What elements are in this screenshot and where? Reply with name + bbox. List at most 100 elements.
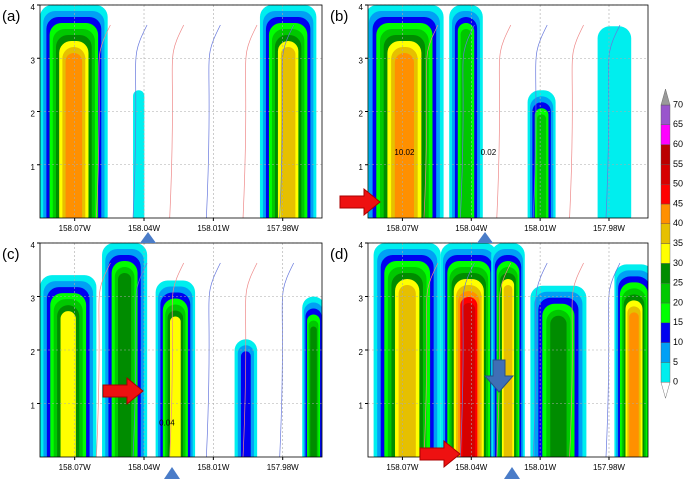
colorbar-label: 0 xyxy=(673,377,678,387)
blue-arrow xyxy=(483,359,515,393)
contour-line xyxy=(605,24,621,218)
panel-label: (c) xyxy=(2,246,20,263)
y-tick-label: 1 xyxy=(359,402,364,411)
x-tick-label: 158.04W xyxy=(455,224,487,233)
contour-line xyxy=(206,24,221,218)
colorbar-label: 60 xyxy=(673,139,683,149)
red-arrow xyxy=(102,376,144,406)
reflectivity-region xyxy=(629,312,639,457)
panel-label: (b) xyxy=(330,8,348,25)
colorbar-over xyxy=(660,88,671,106)
colorbar-label: 45 xyxy=(673,198,683,208)
contour-line xyxy=(496,24,512,218)
x-tick-label: 158.01W xyxy=(524,224,556,233)
colorbar-swatch xyxy=(660,223,671,244)
colorbar-swatch xyxy=(660,302,671,323)
reflectivity-region xyxy=(280,47,296,218)
contour-line xyxy=(279,262,295,457)
colorbar-label: 50 xyxy=(673,179,683,189)
x-tick-label: 158.07W xyxy=(59,224,91,233)
x-tick-label: 157.98W xyxy=(593,224,625,233)
y-tick-label: 1 xyxy=(31,402,36,411)
colorbar-swatch xyxy=(660,203,671,224)
reflectivity-region xyxy=(65,53,83,218)
colorbar-label: 25 xyxy=(673,278,683,288)
y-tick-label: 2 xyxy=(31,348,36,357)
panel: 1 2 3 4 158.07W 158.04W 158.01W 157.98W (d) xyxy=(330,241,649,472)
reflectivity-region xyxy=(240,351,251,457)
colorbar-label: 10 xyxy=(673,337,683,347)
colorbar-swatch xyxy=(660,124,671,145)
y-tick-label: 3 xyxy=(31,56,36,65)
panel-label: (d) xyxy=(330,246,348,263)
reflectivity-region xyxy=(310,326,317,457)
contour-line xyxy=(569,262,584,457)
location-marker xyxy=(140,232,156,243)
x-tick-label: 157.98W xyxy=(593,463,625,472)
x-tick-label: 158.07W xyxy=(386,463,418,472)
contour-label: 0.02 xyxy=(481,148,497,157)
contour-line xyxy=(242,262,258,457)
reflectivity-region xyxy=(503,285,513,457)
location-marker xyxy=(477,232,493,243)
reflectivity-region xyxy=(60,311,76,457)
x-tick-label: 157.98W xyxy=(267,224,299,233)
x-tick-label: 158.01W xyxy=(197,463,229,472)
panel: 1 2 3 4 158.07W 158.04W 158.01W 157.98W (b) 10.02… xyxy=(330,3,649,233)
y-tick-label: 1 xyxy=(359,163,364,172)
contour-line xyxy=(423,24,439,218)
colorbar-swatch xyxy=(660,263,671,284)
contour-label: 10.02 xyxy=(394,148,415,157)
y-tick-label: 3 xyxy=(359,295,364,304)
reflectivity-region xyxy=(118,273,132,457)
contour-line xyxy=(242,24,258,218)
reflectivity-region xyxy=(394,53,414,218)
x-tick-label: 157.98W xyxy=(267,463,299,472)
red-arrow xyxy=(419,439,461,469)
colorbar-label: 30 xyxy=(673,258,683,268)
colorbar-swatch xyxy=(660,104,671,125)
colorbar-swatch xyxy=(660,144,671,165)
y-tick-label: 4 xyxy=(359,241,364,250)
y-tick-label: 2 xyxy=(31,110,36,119)
contour-line xyxy=(169,24,185,218)
contour-line xyxy=(132,262,148,457)
reflectivity-region xyxy=(597,26,632,218)
colorbar-label: 65 xyxy=(673,119,683,129)
panel-label: (a) xyxy=(2,8,20,25)
contour-line xyxy=(96,24,111,218)
reflectivity-region xyxy=(398,285,416,457)
colorbar-swatch xyxy=(660,322,671,343)
reflectivity-region xyxy=(550,315,567,457)
colorbar-label: 20 xyxy=(673,297,683,307)
contour-line xyxy=(132,24,148,218)
contour-line xyxy=(423,262,439,457)
y-tick-label: 4 xyxy=(359,3,364,12)
reflectivity-region xyxy=(133,90,145,218)
contour-line xyxy=(532,24,548,218)
x-tick-label: 158.01W xyxy=(197,224,229,233)
colorbar-label: 55 xyxy=(673,159,683,169)
contour-line xyxy=(460,262,475,457)
panel: 1 2 3 4 158.07W 158.04W 158.01W 157.98W (c) 0.04 xyxy=(2,241,323,472)
annotation-arrows xyxy=(102,187,520,479)
colorbar-label: 70 xyxy=(673,99,683,109)
y-tick-label: 2 xyxy=(359,110,364,119)
y-tick-label: 4 xyxy=(31,241,36,250)
reflectivity-region xyxy=(460,29,472,218)
contour-line xyxy=(532,262,548,457)
y-tick-label: 4 xyxy=(31,3,36,12)
colorbar-label: 35 xyxy=(673,238,683,248)
contour-line xyxy=(96,262,111,457)
contour-line xyxy=(460,24,475,218)
colorbar-swatch xyxy=(660,164,671,185)
contour-line xyxy=(569,24,584,218)
reflectivity-region xyxy=(462,303,476,457)
x-tick-label: 158.04W xyxy=(128,224,160,233)
reflectivity-region xyxy=(537,114,547,218)
colorbar-swatch xyxy=(660,342,671,363)
field xyxy=(40,243,322,457)
colorbar-label: 15 xyxy=(673,317,683,327)
y-tick-label: 3 xyxy=(359,56,364,65)
